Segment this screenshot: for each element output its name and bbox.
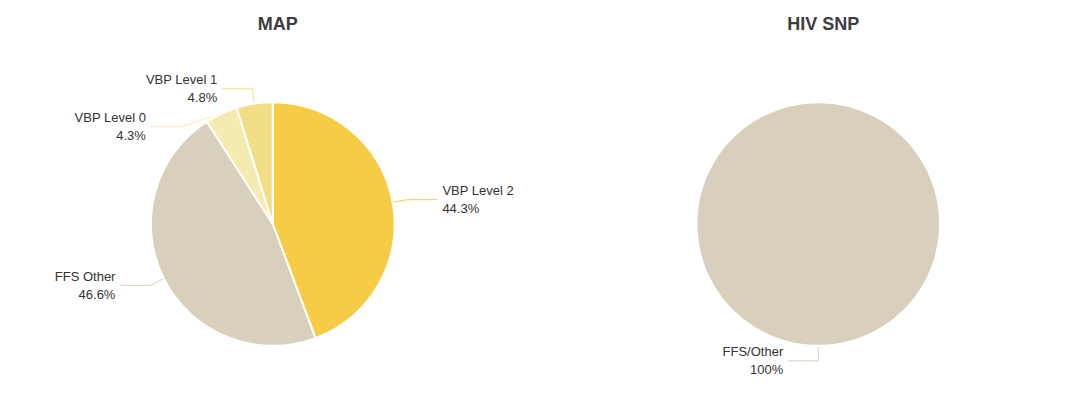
svg-text:VBP Level 1: VBP Level 1: [146, 72, 217, 87]
svg-text:4.8%: 4.8%: [188, 90, 218, 105]
svg-text:FFS/Other: FFS/Other: [723, 344, 784, 359]
svg-text:MAP: MAP: [258, 14, 298, 34]
svg-text:46.6%: 46.6%: [79, 287, 116, 302]
svg-text:VBP Level 0: VBP Level 0: [75, 110, 146, 125]
svg-text:44.3%: 44.3%: [442, 201, 479, 216]
svg-text:100%: 100%: [750, 362, 784, 377]
svg-text:HIV SNP: HIV SNP: [787, 14, 859, 34]
svg-text:VBP Level 2: VBP Level 2: [442, 183, 513, 198]
svg-text:4.3%: 4.3%: [116, 128, 146, 143]
svg-text:FFS Other: FFS Other: [55, 269, 116, 284]
